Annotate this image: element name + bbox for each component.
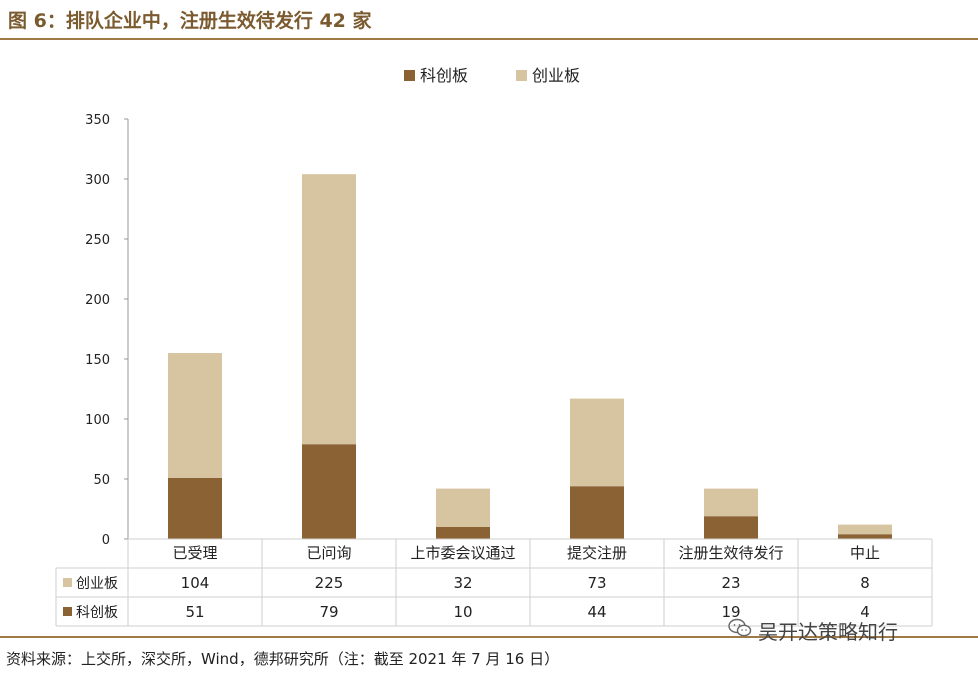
table-value: 104	[181, 574, 210, 592]
y-tick-label: 150	[85, 353, 110, 368]
bar-segment	[704, 516, 758, 539]
y-tick-label: 350	[85, 113, 110, 128]
bar-segment	[704, 488, 758, 517]
table-row-label: 科创板	[76, 605, 118, 621]
legend-label: 创业板	[532, 66, 580, 85]
source-note: 资料来源：上交所，深交所，Wind，德邦研究所（注：截至 2021 年 7 月 …	[6, 650, 560, 668]
y-tick-label: 100	[85, 413, 110, 428]
bar-segment	[838, 524, 892, 535]
bar-segment	[168, 353, 222, 478]
table-value: 44	[587, 603, 606, 621]
bar-segment	[302, 174, 356, 445]
table-value: 51	[185, 603, 204, 621]
bar-segment	[168, 477, 222, 539]
axes: 0 50 100 150 200 250 300 350	[85, 113, 129, 548]
table-swatch	[63, 607, 72, 616]
x-category-label: 已问询	[306, 544, 351, 562]
y-tick-label: 250	[85, 233, 110, 248]
bar-segment	[436, 488, 490, 527]
x-category-label: 注册生效待发行	[678, 544, 783, 562]
bar-segment	[302, 444, 356, 539]
table-value: 32	[453, 574, 472, 592]
table-swatch	[63, 578, 72, 587]
table-value: 8	[860, 574, 870, 592]
figure-title: 图 6：排队企业中，注册生效待发行 42 家	[8, 10, 372, 32]
y-tick-label: 300	[85, 173, 110, 188]
table-value: 23	[721, 574, 740, 592]
legend: 科创板 创业板	[404, 66, 580, 85]
legend-swatch	[404, 70, 415, 81]
y-tick-label: 50	[93, 473, 110, 488]
table-value: 79	[319, 603, 338, 621]
table-value: 73	[587, 574, 606, 592]
x-category-label: 上市委会议通过	[410, 544, 515, 562]
legend-swatch	[516, 70, 527, 81]
table-value: 10	[453, 603, 472, 621]
y-tick-label: 200	[85, 293, 110, 308]
table-row-label: 创业板	[76, 576, 118, 592]
watermark: 吴开达策略知行	[728, 616, 898, 645]
legend-label: 科创板	[420, 66, 468, 85]
table-value: 19	[721, 603, 740, 621]
bar-segment	[570, 486, 624, 539]
x-category-label: 中止	[850, 544, 880, 562]
top-rule	[0, 38, 978, 40]
bar-segment	[838, 534, 892, 539]
wechat-icon	[728, 618, 752, 643]
x-category-label: 已受理	[172, 544, 217, 562]
x-category-label: 提交注册	[567, 544, 627, 562]
table-value: 4	[860, 603, 870, 621]
bars	[168, 174, 892, 539]
table-value: 225	[315, 574, 344, 592]
bar-segment	[570, 398, 624, 487]
bottom-rule	[0, 636, 978, 638]
watermark-text: 吴开达策略知行	[758, 620, 898, 644]
bar-segment	[436, 527, 490, 539]
y-tick-label: 0	[102, 533, 110, 548]
